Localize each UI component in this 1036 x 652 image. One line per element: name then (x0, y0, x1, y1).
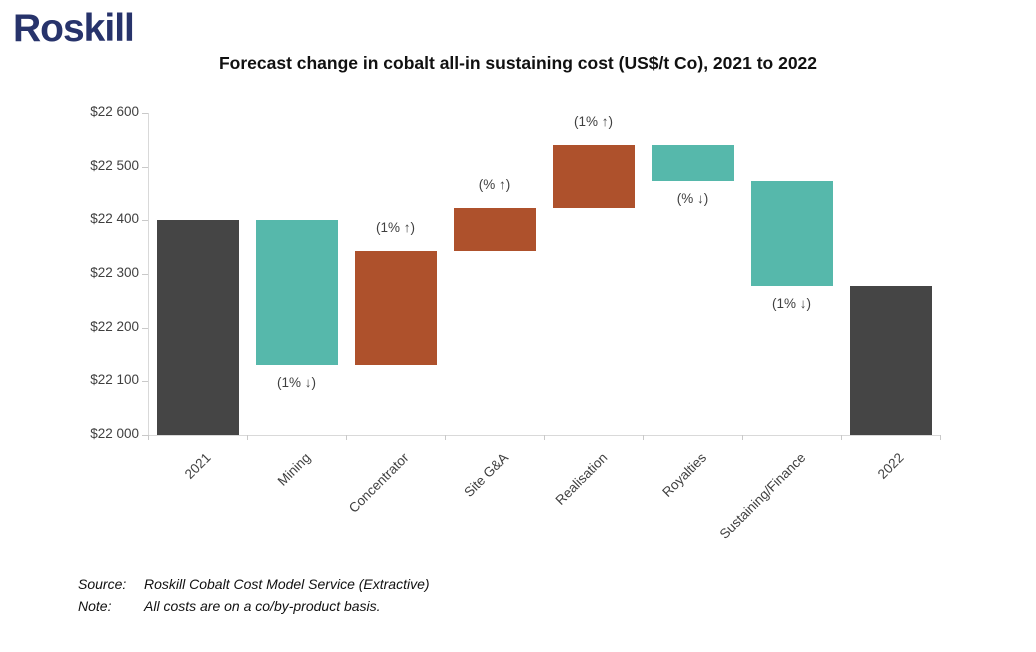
bar-sustaining-finance (750, 180, 833, 286)
x-axis-label-mining: Mining (274, 450, 314, 489)
y-axis-tick-label: $22 600 (90, 104, 139, 119)
bar-value-label-sustaining-finance: (1% ↓) (771, 295, 811, 311)
y-axis-tickmark (142, 274, 148, 275)
bar-value-label-site-g-a: (% ↑) (478, 176, 511, 192)
x-axis-label-2021: 2021 (182, 450, 215, 482)
bar-royalties (651, 145, 734, 181)
y-axis-tickmark (142, 327, 148, 329)
x-axis-label-2022: 2022 (875, 450, 908, 482)
x-axis-tickmark (544, 435, 545, 440)
bar-site-g-a (453, 207, 536, 251)
source-label: Source: (78, 576, 127, 592)
x-axis-tickmark (643, 435, 644, 440)
source-text: Roskill Cobalt Cost Model Service (Extra… (144, 576, 430, 592)
bar-value-label-realisation: (1% ↑) (573, 114, 613, 130)
bar-realisation (552, 145, 635, 208)
x-axis-label-sustaining-finance: Sustaining/Finance (716, 450, 809, 542)
y-axis-tickmark (142, 113, 148, 114)
y-axis-tick-label: $22 400 (90, 211, 139, 227)
y-axis-line (148, 113, 149, 435)
x-axis-label-concentrator: Concentrator (346, 450, 413, 516)
y-axis-tick-label: $22 300 (90, 265, 139, 280)
y-axis-tickmark (142, 220, 148, 222)
x-axis-label-site-g-a: Site G&A (461, 450, 512, 500)
x-axis-label-realisation: Realisation (552, 450, 611, 508)
y-axis-tick-label: $22 000 (90, 426, 139, 441)
bar-2022 (849, 285, 932, 435)
bar-2021 (156, 220, 239, 435)
y-axis-tick-label: $22 500 (90, 157, 139, 173)
y-axis-tickmark (142, 166, 148, 168)
note-label: Note: (78, 598, 112, 614)
roskill-logo: Roskill (13, 7, 135, 50)
note-text: All costs are on a co/by-product basis. (144, 598, 381, 614)
x-axis-tickmark (247, 435, 248, 440)
chart-title: Forecast change in cobalt all-in sustain… (218, 53, 818, 73)
y-axis-tick-label: $22 100 (90, 372, 139, 388)
x-axis-tickmark (148, 435, 149, 440)
bar-value-label-concentrator: (1% ↑) (375, 219, 415, 235)
bar-value-label-mining: (1% ↓) (276, 375, 316, 391)
x-axis-tickmark (742, 435, 743, 440)
bar-mining (255, 220, 338, 366)
x-axis-tickmark (841, 435, 842, 440)
y-axis-tickmark (142, 435, 148, 436)
x-axis-label-royalties: Royalties (659, 450, 710, 500)
x-axis-tickmark (346, 435, 347, 440)
y-axis-tickmark (142, 381, 148, 383)
bar-concentrator (354, 250, 437, 366)
bar-value-label-royalties: (% ↓) (676, 190, 709, 206)
x-axis-tickmark (940, 435, 941, 440)
source-note-block: Source: Roskill Cobalt Cost Model Servic… (78, 574, 430, 617)
x-axis-tickmark (445, 435, 446, 440)
y-axis-tick-label: $22 200 (90, 318, 139, 334)
